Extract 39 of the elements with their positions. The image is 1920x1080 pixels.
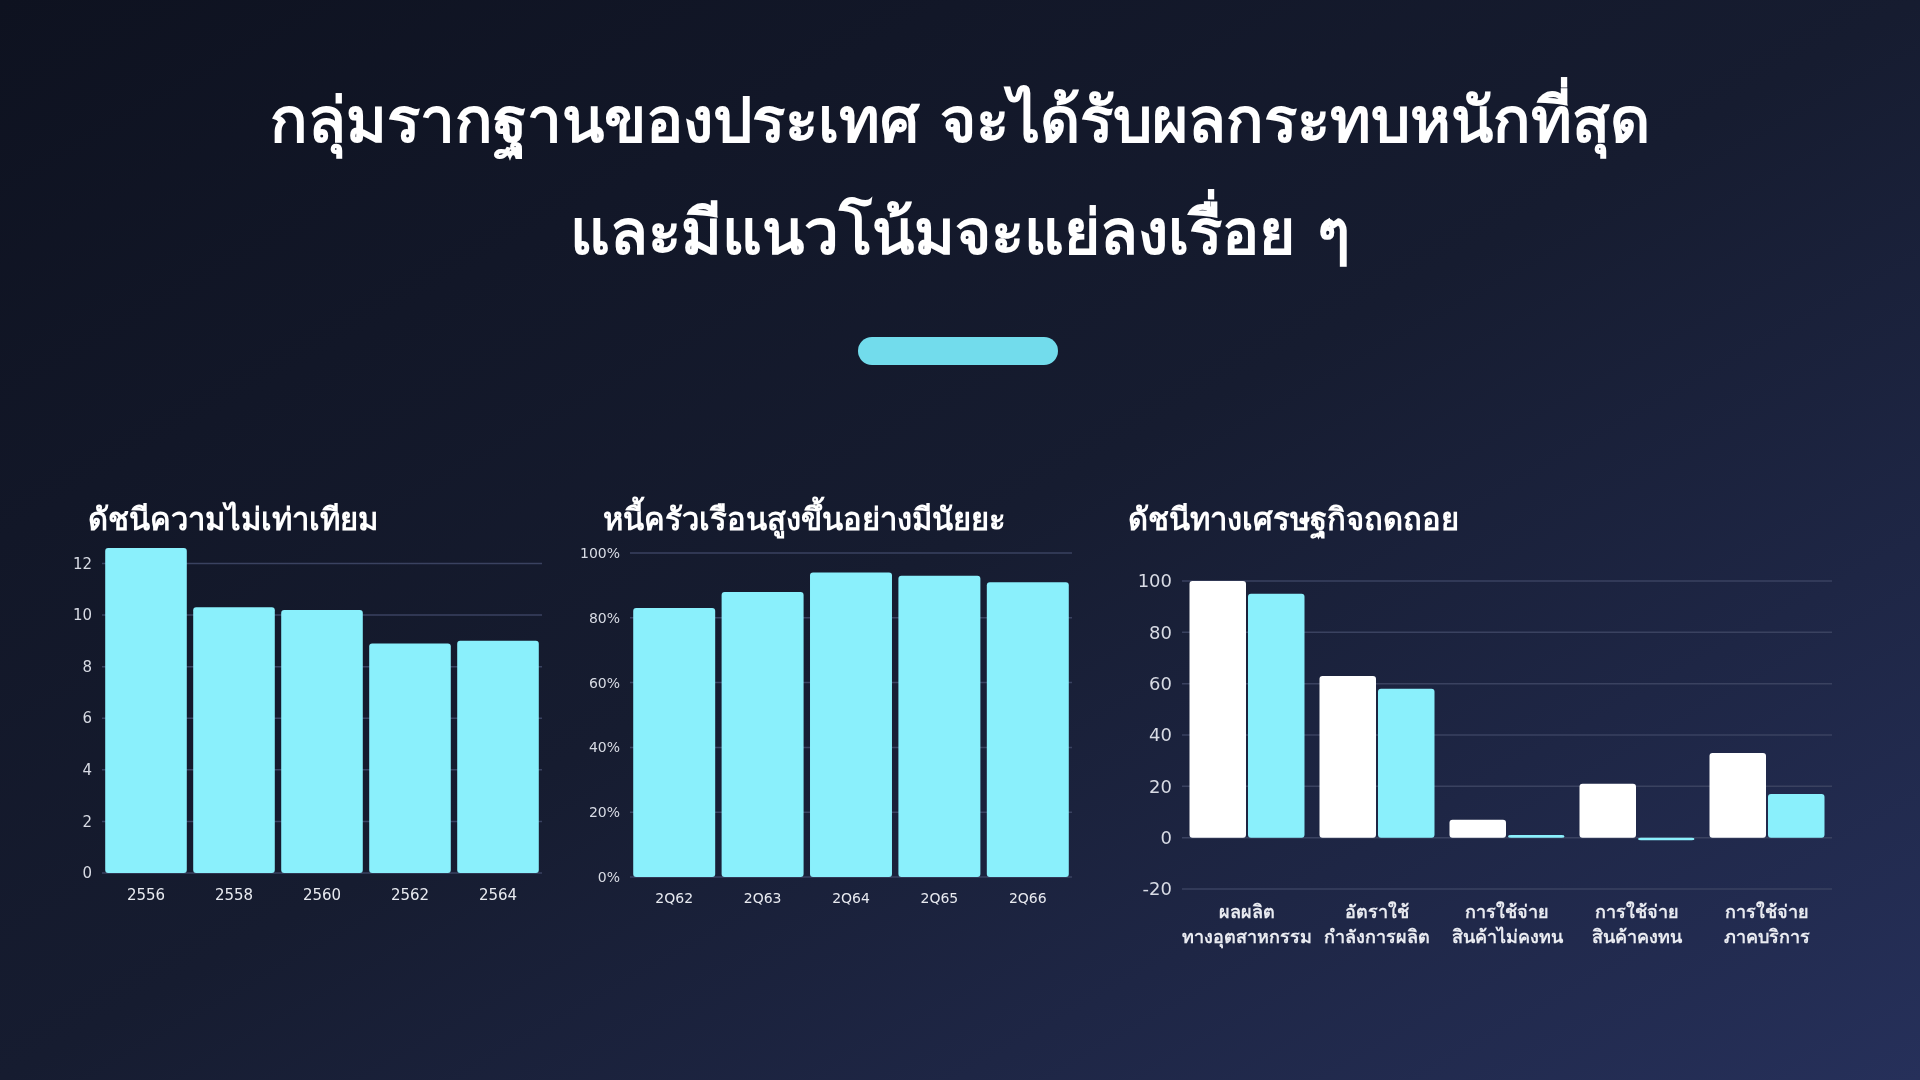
y-tick-label: 20%	[588, 804, 620, 821]
x-tick-label: ผลผลิต ทางอุตสาหกรรม	[1182, 900, 1312, 949]
chart-title: ดัชนีทางเศรษฐกิจถดถอย	[1128, 501, 1459, 540]
x-tick-label: 2558	[214, 886, 254, 904]
y-tick-label: 100%	[579, 544, 620, 561]
x-tick-label: 2560	[302, 886, 342, 904]
y-tick-label: 10	[72, 606, 92, 625]
y-tick-label: 40	[1149, 724, 1172, 746]
x-tick-label: การใช้จ่าย สินค้าไม่คงทน	[1451, 900, 1564, 947]
y-tick-label: 40%	[588, 739, 620, 756]
y-tick-label: 60%	[588, 674, 620, 691]
y-tick-label: 0%	[597, 868, 620, 885]
text: กลุ่มรากฐานของประเทศ จะได้รับผลกระทบหนักที่สุด และมีแนวโน้มจะแย่ลงเรื่อย ๆ	[269, 77, 1651, 269]
y-tick-label: 8	[82, 657, 92, 676]
x-tick-label: 2562	[390, 886, 430, 904]
y-tick-label: 100	[1137, 570, 1172, 592]
x-tick-label: การใช้จ่าย สินค้าคงทน	[1592, 900, 1683, 947]
y-tick-label: 12	[72, 554, 92, 573]
y-tick-label: 4	[82, 761, 92, 780]
y-tick-label: 80	[1149, 621, 1172, 643]
chart-title: หนี้ครัวเรือนสูงขึ้นอย่างมีนัยยะ	[603, 496, 1006, 539]
y-tick-label: 0	[82, 864, 92, 883]
x-tick-label: 2Q65	[920, 890, 959, 907]
y-tick-label: 6	[82, 709, 92, 728]
x-tick-label: การใช้จ่าย ภาคบริการ	[1724, 900, 1810, 947]
y-tick-label: 2	[82, 812, 92, 831]
x-tick-label: อัตราใช้ กำลังการผลิต	[1324, 900, 1430, 947]
chart-title: ดัชนีความไม่เท่าเทียม	[88, 501, 378, 537]
x-tick-label: 2Q66	[1008, 890, 1047, 907]
y-tick-label: -20	[1142, 878, 1172, 900]
y-tick-label: 0	[1160, 826, 1172, 848]
x-tick-label: 2Q63	[743, 890, 782, 907]
x-tick-label: 2564	[478, 886, 518, 904]
x-tick-label: 2556	[126, 886, 166, 904]
x-tick-label: 2Q62	[655, 890, 694, 907]
y-tick-label: 80%	[588, 609, 620, 626]
y-tick-label: 20	[1149, 775, 1172, 797]
x-tick-label: 2Q64	[832, 890, 870, 907]
y-tick-label: 60	[1149, 672, 1172, 694]
